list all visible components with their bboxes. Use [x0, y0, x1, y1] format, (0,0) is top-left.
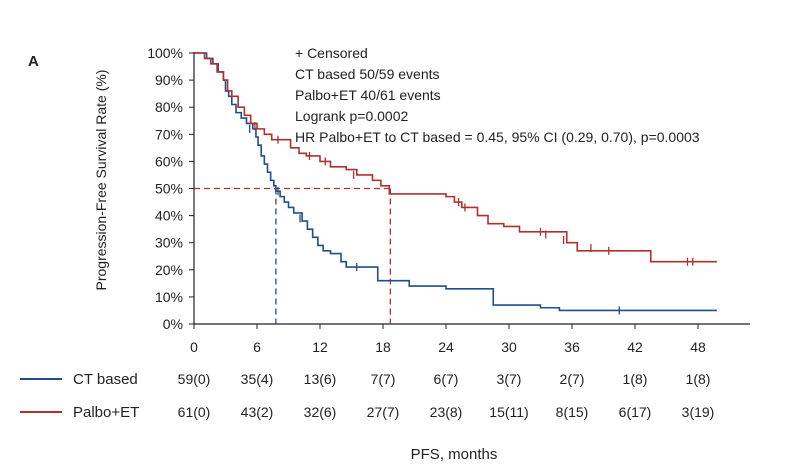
at-risk-count: 1(8): [623, 371, 648, 387]
annotation-line: + Censored: [295, 45, 368, 61]
y-tick-label: 10%: [155, 289, 183, 305]
at-risk-count: 8(15): [556, 404, 589, 420]
x-tick-label: 30: [501, 339, 517, 355]
at-risk-count: 27(7): [367, 404, 400, 420]
annotation-line: HR Palbo+ET to CT based = 0.45, 95% CI (…: [295, 129, 700, 145]
y-tick-label: 40%: [155, 208, 183, 224]
at-risk-count: 15(11): [489, 404, 528, 420]
x-tick-label: 48: [690, 339, 706, 355]
at-risk-count: 23(8): [430, 404, 463, 420]
y-tick-label: 50%: [155, 181, 183, 197]
y-tick-label: 0%: [163, 316, 183, 332]
x-axis-label: PFS, months: [411, 446, 498, 463]
at-risk-count: 6(17): [619, 404, 652, 420]
panel-label: A: [28, 53, 39, 70]
x-tick-label: 0: [190, 339, 198, 355]
annotation-line: CT based 50/59 events: [295, 66, 440, 82]
y-tick-label: 90%: [155, 72, 183, 88]
y-axis-label: Progression-Free Survival Rate (%): [93, 70, 109, 291]
grid-and-axes: 0% 10% 20% 30% 40% 50% 60% 70% 80% 90% 100% 0 6 12 18…: [147, 45, 750, 355]
annotation-line: Palbo+ET 40/61 events: [295, 87, 441, 103]
at-risk-count: 1(8): [686, 371, 711, 387]
survival-curve: [194, 52, 717, 312]
at-risk-count: 61(0): [178, 404, 211, 420]
legend-label: Palbo+ET: [73, 404, 139, 421]
survival-curve: [194, 52, 717, 263]
x-tick-label: 6: [253, 339, 261, 355]
at-risk-count: 3(19): [682, 404, 715, 420]
at-risk-count: 59(0): [178, 371, 211, 387]
at-risk-count: 7(7): [371, 371, 396, 387]
x-tick-label: 18: [375, 339, 391, 355]
y-tick-label: 60%: [155, 153, 183, 169]
at-risk-count: 6(7): [434, 371, 459, 387]
at-risk-count: 35(4): [241, 371, 274, 387]
annotation-block: + Censored CT based 50/59 events Palbo+ET …: [295, 45, 700, 145]
x-tick-label: 36: [564, 339, 580, 355]
at-risk-table: CT based 59(0) 35(4) 13(6) 7(7) 6(7) 3(7) 2(7) 1…: [20, 371, 714, 421]
y-tick-label: 100%: [147, 45, 183, 61]
at-risk-count: 32(6): [304, 404, 337, 420]
legend-label: CT based: [73, 371, 138, 388]
y-tick-label: 30%: [155, 235, 183, 251]
at-risk-count: 3(7): [497, 371, 522, 387]
x-tick-label: 12: [312, 339, 328, 355]
at-risk-count: 13(6): [304, 371, 337, 387]
x-tick-label: 24: [438, 339, 454, 355]
y-tick-label: 70%: [155, 126, 183, 142]
annotation-line: Logrank p=0.0002: [295, 108, 408, 124]
at-risk-count: 2(7): [560, 371, 585, 387]
x-tick-label: 42: [627, 339, 643, 355]
y-tick-label: 80%: [155, 99, 183, 115]
at-risk-count: 43(2): [241, 404, 274, 420]
y-tick-label: 20%: [155, 262, 183, 278]
